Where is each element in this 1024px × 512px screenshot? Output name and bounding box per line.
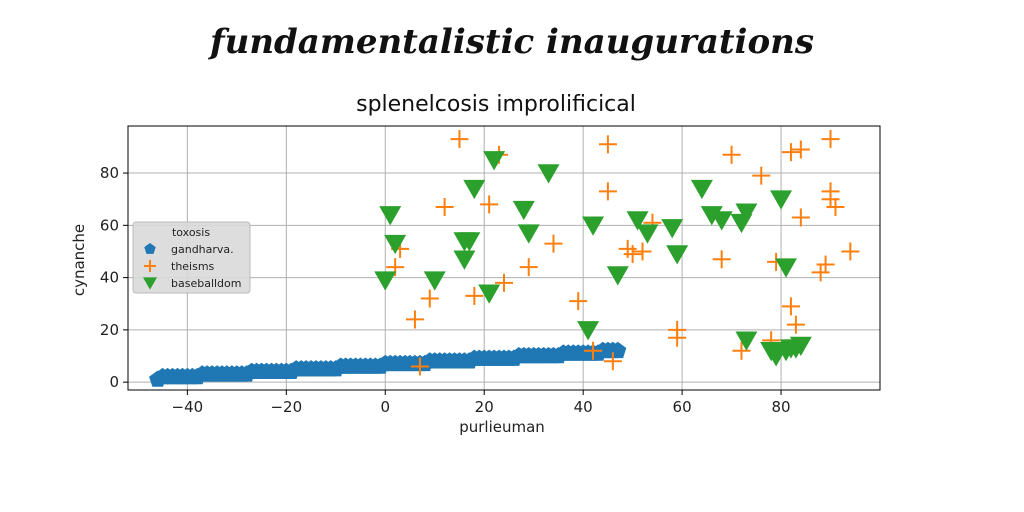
data-point (623, 245, 642, 264)
data-point (582, 216, 605, 236)
legend-entry-label: gandharva. (171, 243, 234, 256)
data-point (598, 135, 617, 154)
data-point (841, 242, 860, 261)
data-point (423, 271, 446, 291)
data-point (710, 211, 733, 231)
data-layer (149, 130, 860, 387)
data-point (374, 271, 397, 291)
data-point (661, 219, 684, 239)
data-point (752, 166, 771, 185)
x-tick-label: 20 (475, 398, 494, 416)
figure-suptitle: fundamentalistic inaugurations (209, 22, 815, 62)
data-point (405, 310, 424, 329)
x-tick-label: −20 (270, 398, 302, 416)
y-tick-label: 40 (100, 269, 119, 287)
data-point (700, 206, 723, 226)
data-point (606, 266, 629, 286)
data-point (811, 263, 830, 282)
data-point (786, 315, 805, 334)
data-point (781, 143, 800, 162)
data-point (781, 297, 800, 316)
x-tick-label: 80 (772, 398, 791, 416)
data-point (826, 198, 845, 217)
data-point (569, 292, 588, 311)
data-point (465, 286, 484, 305)
legend-marker (144, 243, 156, 254)
series-2 (374, 151, 812, 367)
x-axis-label: purlieuman (459, 418, 545, 436)
data-point (618, 239, 637, 258)
data-point (379, 206, 402, 226)
data-point (735, 331, 758, 351)
data-point (722, 145, 741, 164)
data-point (435, 198, 454, 217)
x-tick-label: 60 (673, 398, 692, 416)
data-point (463, 179, 486, 200)
data-point (453, 250, 476, 270)
data-point (478, 284, 501, 304)
data-point (480, 195, 499, 214)
data-point (791, 140, 810, 159)
data-point (384, 234, 407, 255)
data-point (603, 352, 622, 371)
y-tick-label: 20 (100, 321, 119, 339)
data-point (577, 321, 600, 341)
data-point (633, 242, 652, 261)
legend-entry-label: theisms (171, 260, 215, 273)
legend-box (132, 221, 251, 294)
data-point (668, 328, 687, 347)
data-point (789, 336, 812, 357)
data-point (666, 245, 689, 265)
data-point (821, 130, 840, 149)
data-point (821, 190, 840, 209)
legend-marker (144, 260, 156, 272)
data-point (598, 182, 617, 201)
legend-entry-label: baseballdom (171, 277, 242, 290)
x-tick-label: 0 (380, 398, 390, 416)
data-point (690, 179, 713, 200)
legend-entries: gandharva. theisms baseballdom (143, 243, 242, 290)
data-point (544, 234, 563, 253)
data-point (450, 130, 469, 149)
legend-title: toxosis (172, 226, 210, 239)
data-point (512, 200, 535, 221)
plot-frame (127, 125, 881, 391)
x-tick-label: −40 (172, 398, 204, 416)
plot-title: splenelcosis improlificical (356, 92, 636, 117)
data-point (791, 208, 810, 227)
data-point (410, 357, 429, 376)
data-point (775, 258, 797, 278)
data-point (636, 224, 659, 244)
legend-marker (143, 277, 157, 290)
data-point (537, 164, 560, 184)
y-axis-label: cynanche (70, 224, 88, 296)
data-point (712, 250, 731, 269)
data-point (483, 151, 506, 171)
series-0 (149, 341, 627, 387)
data-point (584, 341, 603, 360)
y-tick-label: 0 (109, 373, 119, 391)
legend: toxosis gandharva. theisms baseballdom (132, 221, 251, 294)
data-point (770, 190, 793, 210)
data-point (816, 255, 835, 274)
y-tick-label: 60 (100, 216, 119, 234)
data-point (732, 341, 751, 360)
data-point (458, 232, 481, 252)
data-point (495, 273, 513, 292)
data-point (420, 289, 439, 308)
data-point (626, 211, 649, 231)
x-tick-label: 40 (574, 398, 593, 416)
axis-ticks: −40 −20 0 20 40 60 80 0 20 40 60 80 (100, 164, 791, 416)
data-point (519, 258, 538, 277)
data-point (735, 203, 758, 223)
data-point (517, 224, 540, 244)
y-tick-label: 80 (100, 164, 119, 182)
